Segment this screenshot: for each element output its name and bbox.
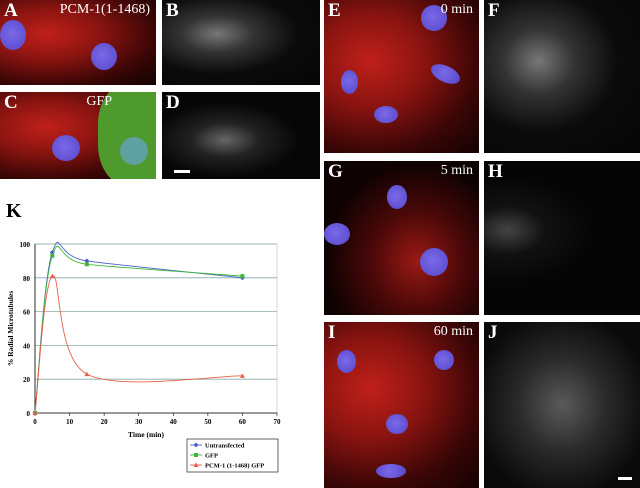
x-tick-label: 50 [204,418,212,426]
nucleus [434,350,454,370]
panel-h-image: H [484,161,640,315]
data-point [49,273,55,279]
nucleus [428,60,463,88]
nucleus [337,350,356,373]
x-tick-label: 30 [135,418,143,426]
data-point [32,410,38,415]
panel-caption: GFP [86,94,112,109]
series-line [34,275,243,414]
panel-f-image: F [484,0,640,153]
panel-letter: H [488,161,503,182]
panel-caption: 60 min [433,324,473,339]
panel-letter: F [488,0,500,21]
y-tick-label: 20 [23,376,31,384]
x-tick-label: 20 [101,418,109,426]
data-point [50,253,55,258]
panel-letter: B [166,0,179,21]
panel-caption: PCM-1(1-1468) [59,2,150,17]
data-point [49,249,55,255]
plot-area [34,243,278,414]
nucleus [0,20,26,50]
y-tick-label: 0 [27,410,31,418]
panel-g-image: G 5 min [324,161,479,315]
legend-marker [193,462,199,467]
legend-marker [193,442,199,448]
panel-letter: C [4,92,18,113]
data-point [240,274,245,279]
panel-caption: 5 min [440,163,473,178]
legend-label: PCM-1 (1-1468) GFP [205,463,264,470]
panel-d-image: D [162,92,320,179]
gfp-cell [98,92,156,179]
panel-caption: 0 min [440,2,473,17]
panel-a-image: A PCM-1(1-1468) [0,0,156,85]
x-tick-label: 0 [33,418,37,426]
nucleus [386,414,408,434]
y-tick-label: 40 [23,342,31,350]
data-point [84,262,89,267]
nucleus [376,464,406,478]
panel-c-image: C GFP [0,92,156,179]
legend-label: GFP [205,453,218,460]
y-axis-label: % Radial Microtubules [6,291,15,366]
nucleus [341,70,358,94]
nucleus [387,185,407,209]
chart-panel-letter: K [6,200,22,222]
x-tick-label: 60 [239,418,247,426]
radial-microtubules-chart: 0 20 40 60 80 100 0 10 20 30 40 50 60 70 Time (min) % R… [6,241,282,473]
legend-box [186,438,279,473]
legend-marker [194,453,198,457]
panel-letter: E [328,0,341,21]
panel-letter: G [328,161,343,182]
scale-bar [174,170,190,173]
scale-bar [618,477,632,480]
nucleus [374,106,398,123]
panel-j-image: J [484,322,640,488]
x-tick-label: 70 [274,418,282,426]
panel-letter: A [4,0,18,21]
y-tick-label: 100 [20,241,31,249]
y-tick-label: 60 [23,309,31,317]
x-axis-label: Time (min) [128,430,164,439]
nucleus [52,135,80,161]
x-tick-label: 40 [170,418,178,426]
panel-b-image: B [162,0,320,85]
data-point [84,258,90,264]
y-tick-label: 80 [23,275,31,283]
panel-i-image: I 60 min [324,322,479,488]
nucleus [120,137,148,165]
panel-e-image: E 0 min [324,0,479,153]
panel-letter: D [166,92,180,113]
nucleus [421,5,447,31]
panel-letter: J [488,322,498,343]
legend-label: Untransfected [205,443,245,450]
nucleus [91,43,117,70]
nucleus [420,248,448,276]
data-point [84,371,90,377]
nucleus [324,223,350,245]
data-point [239,373,245,378]
x-tick-label: 10 [66,418,74,426]
panel-letter: I [328,322,336,343]
